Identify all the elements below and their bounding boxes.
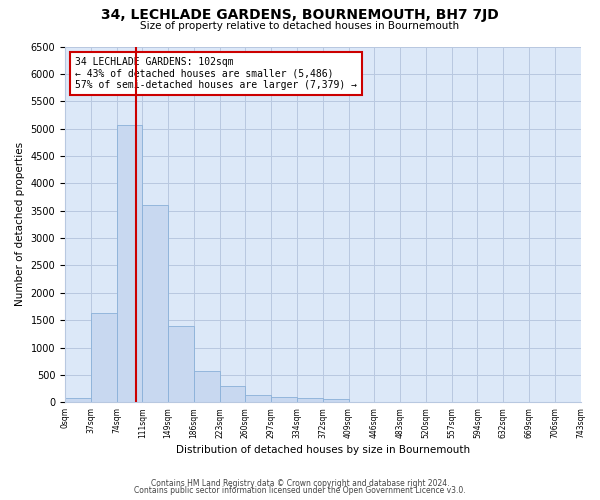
Bar xyxy=(323,400,349,402)
Bar xyxy=(65,398,91,402)
Y-axis label: Number of detached properties: Number of detached properties xyxy=(15,142,25,306)
Bar xyxy=(168,326,194,402)
Text: 34, LECHLADE GARDENS, BOURNEMOUTH, BH7 7JD: 34, LECHLADE GARDENS, BOURNEMOUTH, BH7 7… xyxy=(101,8,499,22)
X-axis label: Distribution of detached houses by size in Bournemouth: Distribution of detached houses by size … xyxy=(176,445,470,455)
Bar xyxy=(297,398,323,402)
Bar xyxy=(91,314,116,402)
Bar xyxy=(245,394,271,402)
Bar xyxy=(142,206,168,402)
Bar xyxy=(194,370,220,402)
Text: Size of property relative to detached houses in Bournemouth: Size of property relative to detached ho… xyxy=(140,21,460,31)
Text: Contains HM Land Registry data © Crown copyright and database right 2024.: Contains HM Land Registry data © Crown c… xyxy=(151,478,449,488)
Bar xyxy=(271,397,297,402)
Text: Contains public sector information licensed under the Open Government Licence v3: Contains public sector information licen… xyxy=(134,486,466,495)
Bar xyxy=(116,124,142,402)
Text: 34 LECHLADE GARDENS: 102sqm
← 43% of detached houses are smaller (5,486)
57% of : 34 LECHLADE GARDENS: 102sqm ← 43% of det… xyxy=(76,57,358,90)
Bar xyxy=(220,386,245,402)
